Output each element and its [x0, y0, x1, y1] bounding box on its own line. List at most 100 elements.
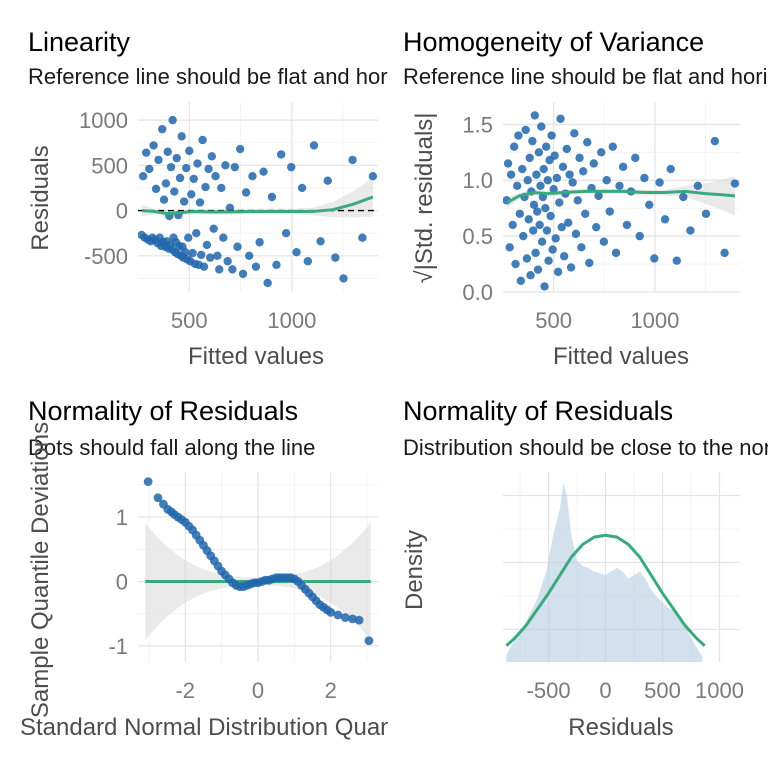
homogeneity-xlabel: Fitted values: [553, 343, 689, 370]
homogeneity-point: [640, 173, 649, 183]
linearity-point: [235, 144, 245, 154]
homogeneity-point: [512, 181, 522, 191]
qq-ytick-label: 1: [116, 505, 128, 530]
linearity-points: [138, 115, 378, 288]
homogeneity-point: [533, 207, 542, 216]
homogeneity-point: [547, 131, 556, 140]
density-title: Normality of Residuals: [403, 396, 673, 426]
homogeneity-point: [599, 237, 609, 246]
homogeneity-point: [503, 159, 513, 168]
homogeneity-point: [533, 265, 543, 274]
linearity-point: [281, 228, 291, 238]
density-xtick-label: -500: [527, 678, 571, 703]
linearity-point: [276, 150, 286, 159]
linearity-lines: [138, 195, 378, 216]
linearity-point: [368, 171, 378, 181]
linearity-ticks: 500 1000 -500 0 500 1000: [79, 108, 316, 333]
homogeneity-point: [564, 218, 573, 227]
homogeneity-point: [536, 181, 545, 191]
homogeneity-point: [579, 167, 588, 176]
linearity-point: [303, 257, 313, 266]
linearity-point: [172, 153, 181, 163]
homogeneity-point: [526, 271, 535, 280]
linearity-point: [263, 278, 272, 288]
linearity-point: [154, 155, 163, 165]
linearity-point: [180, 247, 190, 257]
homogeneity-ytick-label: 0.5: [462, 224, 493, 249]
homogeneity-point: [679, 192, 688, 202]
homogeneity-point: [530, 111, 540, 120]
density-lines: [505, 533, 706, 647]
homogeneity-point: [693, 181, 703, 191]
homogeneity-point: [571, 229, 581, 239]
linearity-point: [170, 187, 179, 196]
homogeneity-point: [540, 282, 549, 291]
linearity-point: [198, 135, 207, 145]
homogeneity-point: [516, 276, 526, 286]
linearity-point: [244, 251, 254, 261]
qq-panel: Normality of Residuals Dots should fall …: [20, 396, 436, 741]
qq-point: [364, 636, 374, 646]
homogeneity-point: [528, 136, 537, 146]
homogeneity-point: [573, 196, 582, 205]
homogeneity-point: [528, 226, 538, 235]
homogeneity-point: [565, 170, 574, 179]
linearity-point: [219, 233, 228, 242]
homogeneity-point: [618, 162, 628, 172]
linearity-point: [209, 224, 218, 233]
linearity-point: [193, 159, 202, 168]
linearity-ytick-label: 500: [91, 153, 128, 178]
linearity-point: [182, 163, 191, 173]
linearity-ci-region: [142, 177, 373, 218]
density-ylabel: Density: [401, 530, 428, 610]
qq-xlabel: Standard Normal Distribution Quantiles: [20, 714, 436, 741]
density-ticks: -500 0 500 1000: [527, 678, 744, 703]
linearity-point: [316, 237, 325, 246]
linearity-point: [163, 147, 172, 156]
homogeneity-ytick-label: 0.0: [462, 280, 493, 305]
linearity-point: [142, 148, 151, 157]
homogeneity-ci-region: [507, 176, 735, 216]
homogeneity-point: [608, 142, 617, 151]
homogeneity-point: [655, 178, 664, 187]
linearity-smooth-line: [141, 195, 374, 216]
homogeneity-point: [577, 243, 586, 252]
linearity-point: [158, 124, 167, 134]
linearity-point: [230, 162, 240, 172]
linearity-point: [251, 262, 261, 271]
linearity-point: [255, 238, 264, 247]
homogeneity-point: [631, 153, 640, 163]
linearity-point: [211, 171, 220, 181]
homogeneity-point: [548, 245, 557, 254]
linearity-ci-band: [142, 177, 373, 218]
qq-ytick-label: -1: [108, 634, 128, 659]
linearity-point: [259, 167, 268, 176]
homogeneity-point: [575, 153, 584, 163]
homogeneity-point: [525, 153, 534, 163]
linearity-point: [217, 183, 226, 193]
homogeneity-ticks: 500 1000 0.0 0.5 1.0 1.5: [462, 112, 679, 333]
density-empirical-area: [506, 482, 703, 662]
homogeneity-point: [519, 231, 528, 241]
homogeneity-point: [542, 226, 552, 235]
homogeneity-ci-band: [507, 176, 735, 216]
homogeneity-point: [720, 248, 729, 258]
homogeneity-point: [532, 170, 541, 179]
linearity-panel: Linearity Reference line should be flat …: [27, 27, 388, 370]
homogeneity-point: [589, 159, 598, 168]
qq-xtick-label: -2: [175, 678, 195, 703]
homogeneity-point: [549, 184, 558, 194]
linearity-point: [309, 141, 319, 150]
density-area: [506, 482, 703, 662]
linearity-title: Linearity: [28, 27, 131, 57]
linearity-point: [138, 171, 148, 181]
homogeneity-point: [515, 209, 525, 218]
homogeneity-point: [622, 220, 632, 230]
homogeneity-point: [594, 191, 603, 201]
homogeneity-xtick-label: 500: [535, 308, 572, 333]
linearity-point: [199, 262, 209, 271]
linearity-point: [238, 269, 248, 279]
homogeneity-point: [585, 258, 594, 268]
homogeneity-point: [535, 220, 544, 230]
homogeneity-point: [581, 209, 590, 218]
